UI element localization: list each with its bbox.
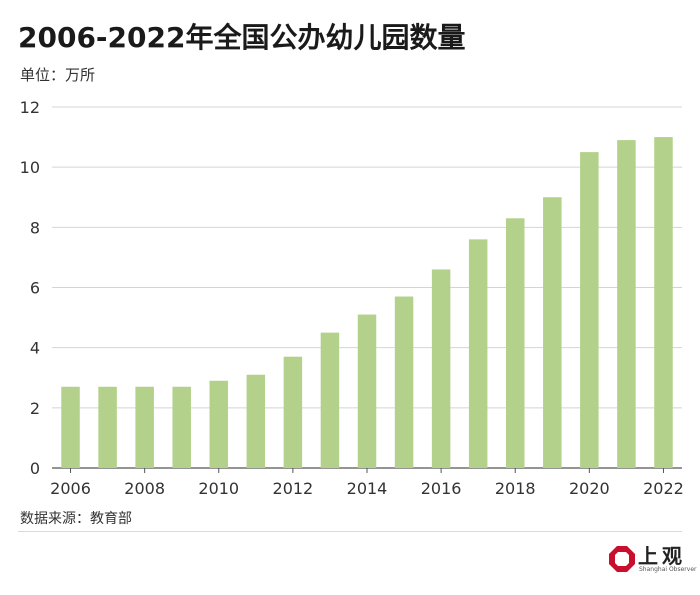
bar-2018 [505, 218, 525, 468]
bar-2019 [543, 197, 562, 468]
bar-2006 [61, 386, 80, 468]
x-tick-label: 2022 [643, 479, 684, 498]
unit-label: 单位：万所 [20, 66, 96, 84]
bars [61, 137, 673, 469]
bar-2014 [357, 314, 377, 468]
bar-2021 [617, 140, 636, 468]
x-tick-label: 2008 [124, 479, 165, 498]
logo-name: 上观 [638, 544, 686, 568]
x-tick-label: 2016 [421, 479, 462, 498]
bar-2015 [394, 296, 414, 468]
bar-2011 [246, 374, 266, 468]
bar-2020 [580, 152, 599, 468]
x-tick-label: 2012 [273, 479, 314, 498]
bar-2007 [98, 386, 117, 468]
bar-2009 [172, 386, 191, 468]
bar-2010 [209, 380, 229, 468]
bar-2022 [654, 137, 673, 469]
y-tick-label: 2 [30, 399, 40, 418]
footer-divider [18, 531, 682, 532]
chart-title: 2006-2022年全国公办幼儿园数量 [18, 21, 466, 54]
x-tick-label: 2006 [50, 479, 91, 498]
x-tick-label: 2014 [347, 479, 388, 498]
y-tick-label: 6 [30, 279, 40, 298]
x-tick-label: 2020 [569, 479, 610, 498]
y-tick-label: 10 [20, 158, 40, 177]
data-source: 数据来源：教育部 [20, 511, 132, 527]
y-tick-label: 0 [30, 459, 40, 478]
logo-octagon-icon [609, 546, 635, 572]
y-tick-label: 8 [30, 218, 40, 237]
y-tick-label: 4 [30, 339, 40, 358]
brand-logo: 上观 Shanghai Observer [608, 540, 696, 580]
bar-2017 [468, 239, 488, 468]
x-tick-label: 2018 [495, 479, 536, 498]
bar-2013 [320, 332, 340, 468]
bar-2012 [283, 356, 303, 468]
bar-chart: 0 2 4 6 8 10 12 2006 2008 2010 2012 2014 2016 2018 202… [20, 98, 684, 498]
y-tick-label: 12 [20, 98, 40, 117]
x-tick-label: 2010 [198, 479, 239, 498]
bar-2016 [431, 269, 451, 468]
logo-subtitle: Shanghai Observer [639, 566, 697, 573]
axes: 0 2 4 6 8 10 12 2006 2008 2010 2012 2014 2016 2018 202… [20, 98, 684, 498]
bar-2008 [135, 386, 154, 468]
